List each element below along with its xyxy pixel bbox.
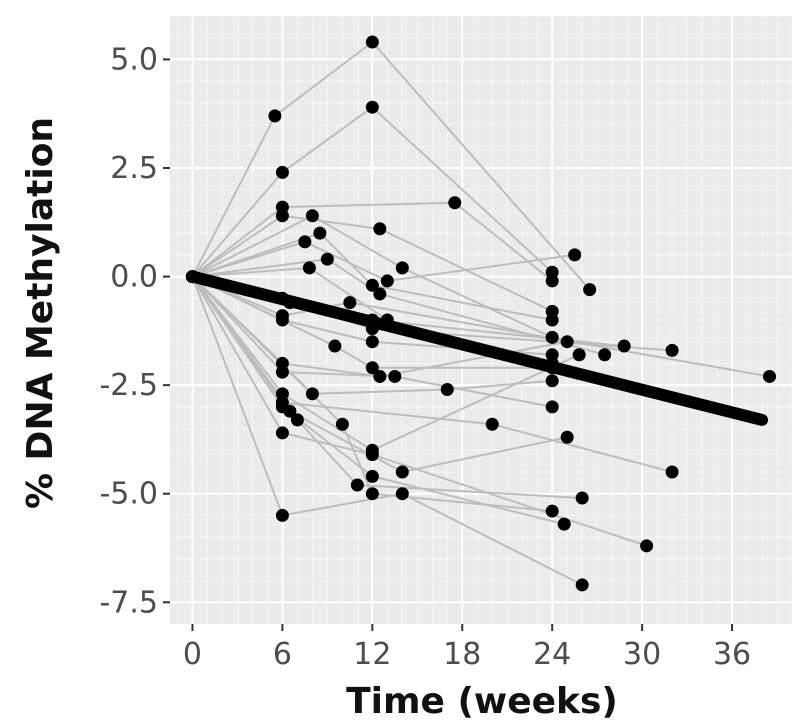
x-axis: 0 6 12 18 24 30 36	[183, 624, 751, 672]
data-point	[365, 487, 379, 501]
data-point	[665, 465, 679, 479]
subject-line	[191, 105, 553, 278]
data-point	[320, 252, 334, 266]
y-axis: 5.0 2.5 0.0 -2.5 -5.0 -7.5	[99, 42, 170, 620]
y-axis-title: % DNA Methylation	[20, 117, 61, 509]
data-point	[545, 274, 559, 288]
data-point	[275, 313, 289, 327]
subject-line	[191, 40, 591, 291]
data-point	[545, 330, 559, 344]
data-point	[665, 343, 679, 357]
data-point	[343, 296, 357, 310]
data-point	[365, 278, 379, 292]
data-point	[275, 165, 289, 179]
data-point	[575, 491, 589, 505]
subject-line	[192, 275, 553, 369]
data-point	[640, 539, 654, 553]
subject-line	[191, 276, 583, 500]
data-point	[380, 274, 394, 288]
data-point	[545, 374, 559, 388]
data-point	[365, 448, 379, 462]
data-point	[557, 517, 571, 531]
trend-line	[186, 270, 769, 426]
x-tick-label: 18	[443, 637, 481, 672]
data-point	[350, 478, 364, 492]
data-point	[275, 426, 289, 440]
data-point	[373, 287, 387, 301]
subject-line	[191, 275, 580, 452]
data-point	[275, 209, 289, 223]
data-point	[275, 400, 289, 414]
data-point	[373, 222, 387, 236]
y-tick-label: 2.5	[110, 151, 158, 186]
data-point	[298, 235, 312, 249]
data-point	[328, 339, 342, 353]
subject-line	[191, 275, 553, 408]
data-point	[268, 109, 282, 123]
data-point	[365, 361, 379, 375]
x-tick-label: 6	[273, 637, 292, 672]
y-tick-label: 5.0	[110, 42, 158, 77]
data-point	[598, 348, 612, 362]
data-point	[575, 578, 589, 592]
data-point	[305, 387, 319, 401]
data-point	[568, 248, 582, 262]
data-point	[763, 369, 777, 383]
subject-line	[192, 240, 575, 282]
data-point	[365, 35, 379, 49]
x-tick-label: 30	[623, 637, 661, 672]
data-point	[583, 283, 597, 297]
x-tick-label: 36	[713, 637, 751, 672]
x-tick-label: 24	[533, 637, 571, 672]
subject-line	[191, 275, 553, 513]
subject-line	[191, 201, 553, 282]
data-point	[395, 487, 409, 501]
subject-line	[192, 258, 605, 356]
subject-line	[191, 276, 647, 547]
data-point	[448, 196, 462, 210]
data-point	[313, 226, 327, 240]
data-point	[440, 382, 454, 396]
data-point	[560, 335, 574, 349]
data-point	[617, 339, 631, 353]
data-point	[395, 465, 409, 479]
data-point	[335, 417, 349, 431]
y-tick-label: 0.0	[110, 260, 158, 295]
data-point	[388, 369, 402, 383]
data-point	[485, 417, 499, 431]
data-point	[305, 209, 319, 223]
data-point	[290, 413, 304, 427]
subject-line	[192, 231, 553, 321]
data-point	[545, 348, 559, 362]
subject-line	[192, 214, 553, 339]
data-point	[545, 313, 559, 327]
data-point	[560, 430, 574, 444]
y-tick-label: -7.5	[99, 585, 158, 620]
x-tick-label: 0	[183, 637, 202, 672]
data-point	[365, 100, 379, 114]
data-point	[545, 400, 559, 414]
data-point	[275, 365, 289, 379]
data-point	[572, 348, 586, 362]
subject-line	[191, 276, 583, 586]
data-point	[275, 508, 289, 522]
y-tick-label: -2.5	[99, 368, 158, 403]
x-tick-label: 12	[353, 637, 391, 672]
y-tick-label: -5.0	[99, 477, 158, 512]
data-point	[545, 504, 559, 518]
data-point	[365, 335, 379, 349]
data-point	[365, 469, 379, 483]
data-point	[395, 261, 409, 275]
subject-line	[191, 276, 565, 526]
trend-layer	[186, 270, 769, 426]
data-point	[302, 261, 316, 275]
data-point	[373, 369, 387, 383]
x-axis-title: Time (weeks)	[346, 681, 618, 722]
